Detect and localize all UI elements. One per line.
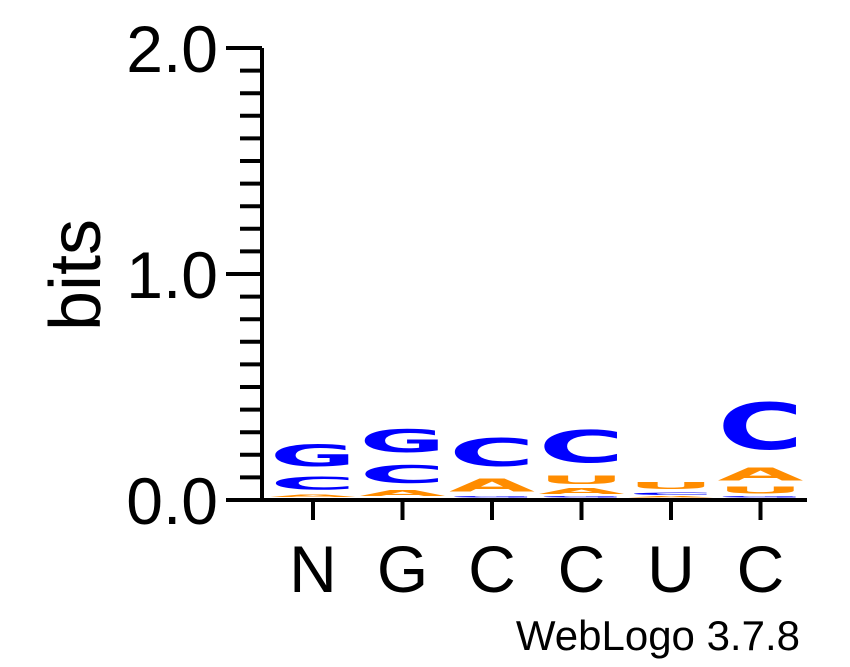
x-tick-label: C (468, 532, 516, 606)
logo-letter-c: C (718, 390, 804, 464)
y-tick-label: 0.0 (126, 464, 218, 538)
logo-letter-u: U (539, 473, 625, 487)
logo-letter-g: G (270, 440, 356, 474)
logo-letter-a: A (449, 475, 536, 495)
logo-letter-a: A (628, 496, 714, 498)
logo-letter-g: G (539, 496, 625, 498)
logo-letter-c: C (360, 460, 446, 489)
y-axis-label: bits (36, 219, 116, 331)
logo-letter-c: C (449, 430, 535, 475)
x-tick-label: C (558, 532, 606, 606)
logo-letter-c: C (270, 473, 356, 493)
logo-letter-g: G (718, 496, 804, 498)
logo-letter-a: A (539, 487, 625, 496)
x-tick-label: G (377, 532, 428, 606)
y-tick-label: 1.0 (126, 238, 218, 312)
logo-letter-u: U (718, 484, 804, 495)
x-tick-label: N (289, 532, 337, 606)
y-axis: 0.0 1.0 2.0 bits (36, 12, 264, 538)
logo-letter-a: A (360, 489, 446, 498)
y-tick-label: 2.0 (126, 12, 218, 86)
credit-text: WebLogo 3.7.8 (516, 612, 800, 659)
logo-letter-u: U (628, 480, 714, 491)
x-tick-label: U (647, 532, 695, 606)
x-tick-label: C (737, 532, 785, 606)
logo-letter-g: G (449, 496, 535, 498)
logo-letter-c: C (628, 491, 714, 496)
logo-letter-a: A (718, 464, 805, 484)
logo-letter-g: G (360, 424, 446, 460)
logo-letter-a: A (270, 493, 356, 498)
logo-letter-c: C (539, 421, 625, 473)
